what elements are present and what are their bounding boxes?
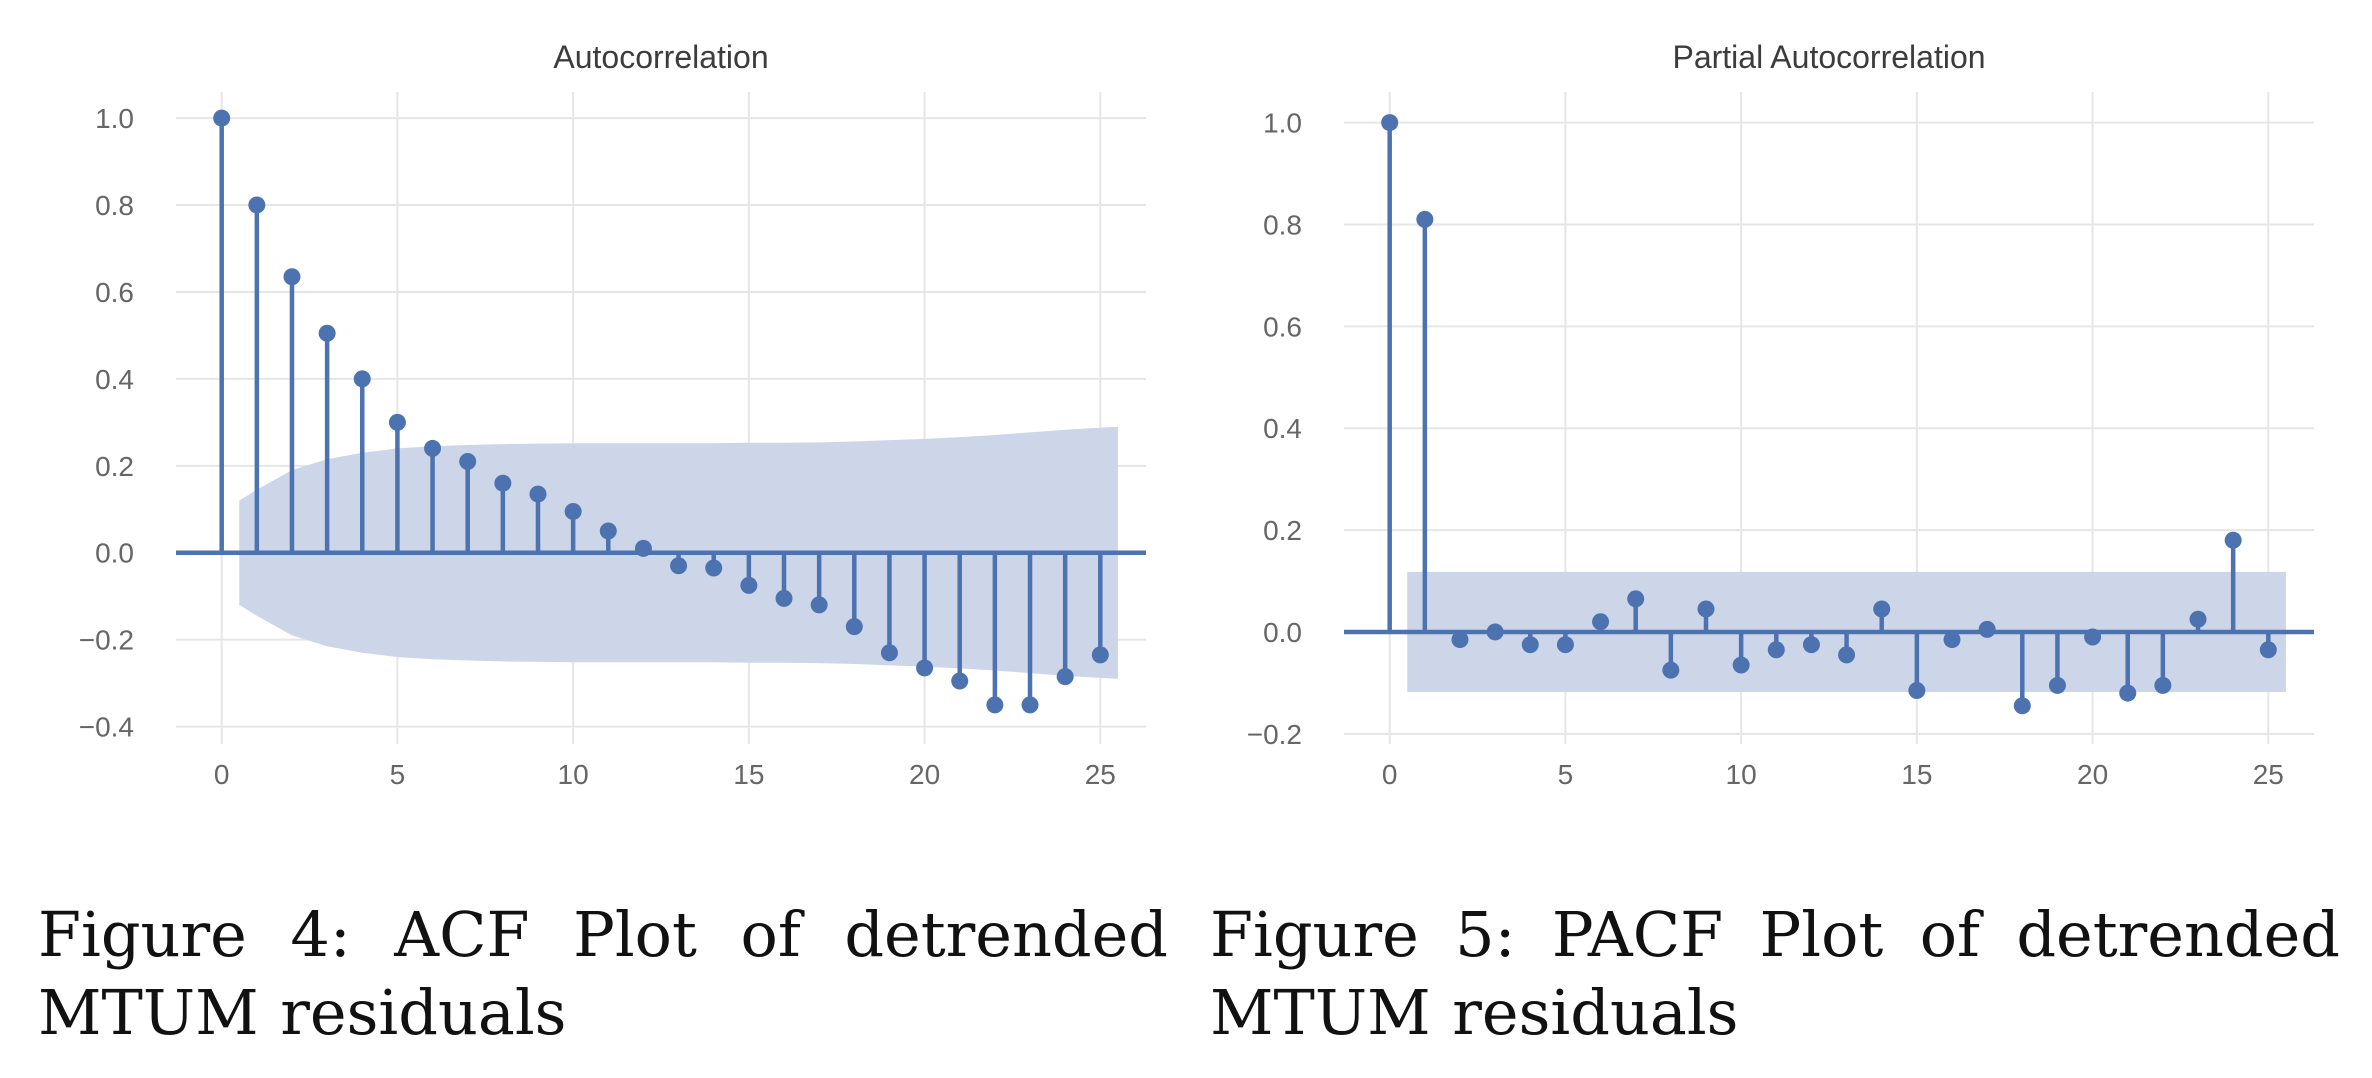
y-tick-label: 1.0 — [95, 103, 134, 134]
data-point — [1381, 114, 1399, 132]
y-tick-label: 0.2 — [1263, 515, 1302, 546]
data-point — [529, 485, 547, 503]
figure-5-caption-line-2: MTUM residuals — [1210, 976, 1739, 1049]
stems — [219, 118, 1103, 705]
data-point — [318, 324, 336, 342]
data-point — [916, 659, 934, 677]
data-point — [283, 268, 301, 286]
x-tick-label: 15 — [1901, 759, 1932, 790]
y-tick-label: −0.2 — [79, 625, 134, 656]
data-point — [2189, 610, 2207, 628]
pacf-chart: Partial Autocorrelation 1.0 0.8 0.6 0.4 0.2 0.… — [1186, 0, 2372, 860]
data-point — [1056, 668, 1074, 686]
data-point — [845, 618, 863, 636]
x-tick-label: 0 — [214, 759, 230, 790]
data-point — [2154, 676, 2172, 694]
data-point — [1802, 636, 1820, 654]
x-tick-label: 15 — [733, 759, 764, 790]
figure-5-caption: Figure 5: PACF Plot of detrended MTUM re… — [1210, 896, 2340, 1052]
data-point — [459, 452, 477, 470]
data-point — [951, 672, 969, 690]
data-point — [740, 576, 758, 594]
data-point — [775, 589, 793, 607]
data-point — [2224, 531, 2242, 549]
y-tick-label: 0.6 — [1263, 311, 1302, 342]
data-point — [1592, 613, 1610, 631]
x-tick-label: 20 — [909, 759, 940, 790]
x-tick-label: 25 — [1085, 759, 1116, 790]
y-tick-label: 0.0 — [95, 538, 134, 569]
y-tick-label: 0.2 — [95, 451, 134, 482]
data-point — [1662, 661, 1680, 679]
pacf-plot-svg: Partial Autocorrelation 1.0 0.8 0.6 0.4 0.2 0.… — [1247, 39, 2314, 790]
data-point — [1091, 646, 1109, 664]
data-point — [1486, 623, 1504, 641]
data-point — [986, 696, 1004, 714]
data-point — [705, 559, 723, 577]
data-point — [213, 109, 231, 127]
data-point — [353, 370, 371, 388]
y-tick-label: 0.6 — [95, 277, 134, 308]
x-tick-label: 25 — [2253, 759, 2284, 790]
figure-4-caption: Figure 4: ACF Plot of detrended MTUM res… — [38, 896, 1168, 1052]
acf-plot-svg: Autocorrelation 1.0 0.8 0.6 0.4 0.2 0.0 −0.2 −0.… — [79, 39, 1146, 790]
figure-5-caption-line-1: Figure 5: PACF Plot of detrended — [1210, 898, 2340, 971]
x-tick-label: 20 — [2077, 759, 2108, 790]
data-point — [1943, 631, 1961, 649]
y-tick-label: −0.4 — [79, 712, 134, 743]
y-tick-label: −0.2 — [1247, 719, 1302, 750]
data-point — [2048, 676, 2066, 694]
x-tick-label: 10 — [1726, 759, 1757, 790]
data-point — [1451, 631, 1469, 649]
data-point — [1767, 641, 1785, 659]
data-point — [2259, 641, 2277, 659]
data-point — [634, 539, 652, 557]
acf-chart: Autocorrelation 1.0 0.8 0.6 0.4 0.2 0.0 −0.2 −0.… — [0, 0, 1186, 860]
data-point — [1732, 656, 1750, 674]
data-point — [564, 502, 582, 520]
chart-title: Autocorrelation — [553, 39, 768, 75]
data-point — [1521, 636, 1539, 654]
data-point — [248, 196, 266, 214]
data-point — [1838, 646, 1856, 664]
data-point — [810, 596, 828, 614]
data-point — [2119, 684, 2137, 702]
markers — [1381, 114, 2277, 715]
data-point — [1021, 696, 1039, 714]
data-point — [424, 439, 442, 457]
data-point — [1908, 682, 1926, 700]
y-tick-label: 0.8 — [95, 190, 134, 221]
y-tick-label: 0.4 — [95, 364, 134, 395]
y-tick-label: 0.0 — [1263, 617, 1302, 648]
y-tick-label: 0.8 — [1263, 209, 1302, 240]
data-point — [2084, 628, 2102, 646]
data-point — [1697, 600, 1715, 618]
data-point — [1873, 600, 1891, 618]
data-point — [599, 522, 617, 540]
chart-title: Partial Autocorrelation — [1672, 39, 1985, 75]
figure-4-caption-line-2: MTUM residuals — [38, 976, 567, 1049]
figure-4-caption-line-1: Figure 4: ACF Plot of detrended — [38, 898, 1168, 971]
x-tick-label: 10 — [558, 759, 589, 790]
x-tick-label: 5 — [1558, 759, 1574, 790]
y-tick-label: 1.0 — [1263, 108, 1302, 139]
data-point — [1627, 590, 1645, 608]
x-tick-label: 5 — [390, 759, 406, 790]
y-tick-label: 0.4 — [1263, 413, 1302, 444]
data-point — [2013, 697, 2031, 715]
data-point — [1556, 636, 1574, 654]
x-tick-label: 0 — [1382, 759, 1398, 790]
data-point — [388, 413, 406, 431]
markers — [213, 109, 1109, 714]
data-point — [1416, 210, 1434, 228]
data-point — [1978, 620, 1996, 638]
data-point — [670, 557, 688, 575]
data-point — [494, 474, 512, 492]
data-point — [880, 644, 898, 662]
